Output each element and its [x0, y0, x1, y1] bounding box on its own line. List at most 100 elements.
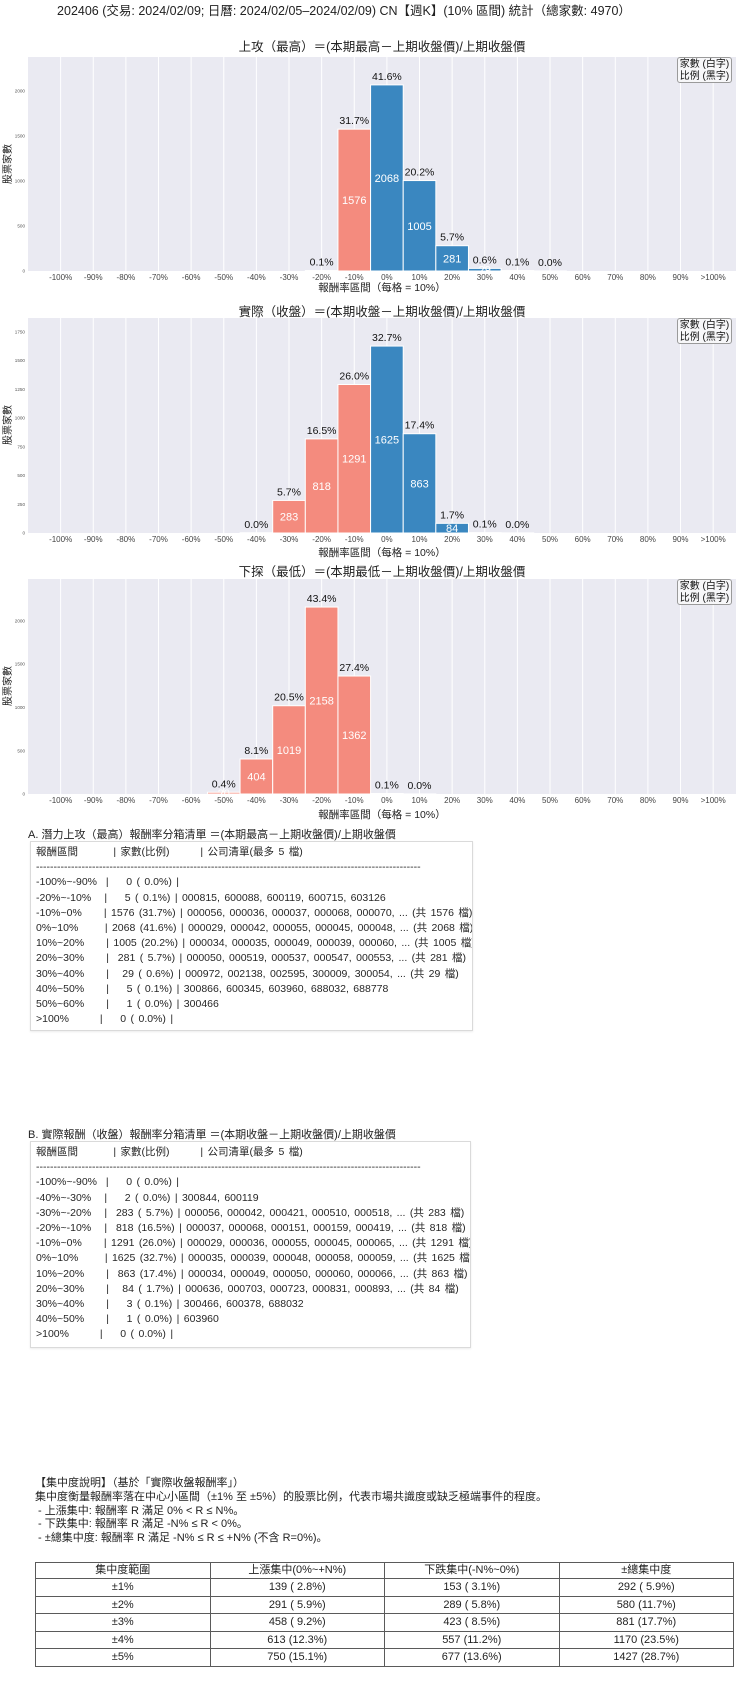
- column-header-range: 集中度範圍: [35, 1562, 211, 1579]
- x-tick-label: 60%: [575, 796, 591, 805]
- x-tick-label: 20%: [444, 535, 460, 544]
- bin-row: -100%~-90% | 0 ( 0.0%) |: [36, 876, 179, 889]
- histogram-plot: 0 500 1000 1500 2000 -100% -90% -80% -70% -60% -50…: [15, 57, 736, 282]
- histogram-bar: [370, 792, 404, 795]
- x-tick-label: 90%: [673, 535, 689, 544]
- table-row: ±3% 458 ( 9.2%) 423 ( 8.5%) 881 (17.7%): [35, 1613, 734, 1632]
- x-tick-label: -20%: [312, 273, 331, 282]
- x-tick-label: -60%: [182, 796, 201, 805]
- x-tick-label: 50%: [542, 273, 558, 282]
- chart-title: 上攻（最高）＝(本期最高－上期收盤價)/上期收盤價: [238, 40, 526, 54]
- cell-total: 580 (11.7%): [558, 1595, 734, 1614]
- concentration-table: 集中度範圍 上漲集中(0%~+N%) 下跌集中(-N%~0%) ±總集中度 ±1…: [35, 1562, 734, 1667]
- bin-row: 30%~40% | 3 ( 0.1%) | 300466, 600378, 68…: [36, 1297, 304, 1310]
- bin-row: -20%~-10% | 5 ( 0.1%) | 000815, 600088, …: [36, 891, 386, 904]
- x-tick-label: 40%: [509, 796, 525, 805]
- bar-percent-label: 27.4%: [339, 662, 369, 674]
- x-tick-label: -20%: [312, 535, 331, 544]
- x-tick-label: >100%: [701, 796, 726, 805]
- y-tick-label: 1000: [15, 416, 26, 421]
- x-tick-label: 70%: [607, 535, 623, 544]
- bar-percent-label: 0.0%: [408, 780, 432, 792]
- x-tick-label: -80%: [117, 535, 136, 544]
- x-tick-label: -100%: [49, 796, 72, 805]
- y-tick-label: 1750: [15, 329, 26, 334]
- y-tick-label: 750: [17, 444, 25, 449]
- y-axis-label: 股票家數: [3, 666, 14, 706]
- x-tick-label: >100%: [701, 273, 726, 282]
- cell-downside: 289 ( 5.8%): [384, 1595, 560, 1614]
- cell-upside: 750 (15.1%): [209, 1648, 385, 1667]
- section-a-bin-list: 報酬區間 | 家數(比例) | 公司清單(最多 5 檔) ------------…: [30, 841, 473, 1031]
- x-tick-label: 30%: [477, 796, 493, 805]
- bin-row: -20%~-10% | 818 (16.5%) | 000037, 000068…: [36, 1221, 466, 1234]
- bar-percent-label: 0.1%: [375, 779, 399, 791]
- y-tick-label: 1000: [15, 705, 26, 710]
- table-row: ±4% 613 (12.3%) 557 (11.2%) 1170 (23.5%): [35, 1630, 734, 1649]
- bar-percent-label: 20.2%: [405, 167, 435, 179]
- y-axis-label: 股票家數: [3, 144, 14, 184]
- plot-area: [28, 579, 736, 794]
- bin-row: 20%~30% | 281 ( 5.7%) | 000050, 000519, …: [36, 952, 467, 965]
- histogram-bar: [272, 499, 306, 534]
- histogram-bar: [435, 522, 469, 534]
- bin-list-header: 報酬區間 | 家數(比例) | 公司清單(最多 5 檔): [36, 846, 303, 858]
- cell-range: ±1%: [35, 1578, 211, 1597]
- bar-count-label: 84: [446, 523, 458, 535]
- bar-count-label: 863: [410, 478, 428, 490]
- x-tick-label: >100%: [701, 535, 726, 544]
- y-tick-label: 1000: [15, 179, 26, 184]
- bar-percent-label: 0.1%: [310, 257, 334, 269]
- y-tick-label: 250: [17, 502, 25, 507]
- x-tick-label: -40%: [247, 796, 266, 805]
- table-row: ±5% 750 (15.1%) 677 (13.6%) 1427 (28.7%): [35, 1648, 734, 1667]
- x-tick-label: 20%: [444, 273, 460, 282]
- cell-downside: 153 ( 3.1%): [384, 1578, 560, 1597]
- x-tick-label: -80%: [117, 273, 136, 282]
- x-axis-label: 報酬率區間（每格 = 10%）: [318, 282, 446, 294]
- y-tick-label: 2000: [15, 618, 26, 623]
- y-axis-label: 股票家數: [3, 405, 14, 445]
- x-tick-label: -10%: [345, 796, 364, 805]
- cell-range: ±2%: [35, 1595, 211, 1614]
- section-b-bin-list: 報酬區間 | 家數(比例) | 公司清單(最多 5 檔) ------------…: [30, 1141, 471, 1348]
- chart-title: 下探（最低）＝(本期最低－上期收盤價)/上期收盤價: [238, 565, 526, 579]
- section-b-heading: B. 實際報酬（收盤）報酬率分箱清單 ＝(本期收盤－上期收盤價)/上期收盤價: [28, 1129, 396, 1141]
- cell-downside: 557 (11.2%): [384, 1630, 560, 1649]
- x-tick-label: -60%: [182, 535, 201, 544]
- bin-row: -40%~-30% | 2 ( 0.0%) | 300844, 600119: [36, 1191, 259, 1204]
- y-tick-label: 500: [17, 224, 25, 229]
- legend-ratio-note: 比例 (黑字): [679, 332, 730, 343]
- x-tick-label: -30%: [280, 535, 299, 544]
- separator-line: ----------------------------------------…: [36, 1161, 421, 1174]
- x-tick-label: -50%: [214, 535, 233, 544]
- x-tick-label: 0%: [381, 273, 393, 282]
- bar-percent-label: 26.0%: [339, 370, 369, 382]
- x-tick-label: -30%: [280, 796, 299, 805]
- x-tick-label: -60%: [182, 273, 201, 282]
- bar-count-label: 283: [280, 512, 298, 524]
- x-tick-label: -10%: [345, 535, 364, 544]
- x-tick-label: -90%: [84, 535, 103, 544]
- x-tick-label: -10%: [345, 273, 364, 282]
- cell-total: 292 ( 5.9%): [558, 1578, 734, 1597]
- legend-box: 家數 (白字) 比例 (黑字): [677, 318, 732, 344]
- bar-percent-label: 0.0%: [538, 257, 562, 269]
- table-row: ±1% 139 ( 2.8%) 153 ( 3.1%) 292 ( 5.9%): [35, 1578, 734, 1597]
- x-tick-label: -90%: [84, 796, 103, 805]
- cell-range: ±3%: [35, 1613, 211, 1632]
- rule-upside: - 上漲集中: 報酬率 R 滿足 0% < R ≤ N%。: [35, 1504, 245, 1517]
- x-tick-label: 80%: [640, 273, 656, 282]
- histogram-bar: [435, 245, 469, 272]
- bar-count-label: 1576: [342, 195, 366, 207]
- y-tick-label: 0: [22, 269, 25, 274]
- x-tick-label: 80%: [640, 796, 656, 805]
- x-tick-label: 0%: [381, 535, 393, 544]
- section-a-heading: A. 潛力上攻（最高）報酬率分箱清單 ＝(本期最高－上期收盤價)/上期收盤價: [28, 829, 396, 841]
- cell-downside: 423 ( 8.5%): [384, 1613, 560, 1632]
- bin-row: -10%~0% | 1576 (31.7%) | 000056, 000036,…: [36, 906, 473, 919]
- legend-box: 家數 (白字) 比例 (黑字): [677, 57, 732, 83]
- x-tick-label: 50%: [542, 796, 558, 805]
- bar-count-label: 1625: [375, 435, 399, 447]
- rule-downside: - 下跌集中: 報酬率 R 滿足 -N% ≤ R < 0%。: [35, 1518, 248, 1531]
